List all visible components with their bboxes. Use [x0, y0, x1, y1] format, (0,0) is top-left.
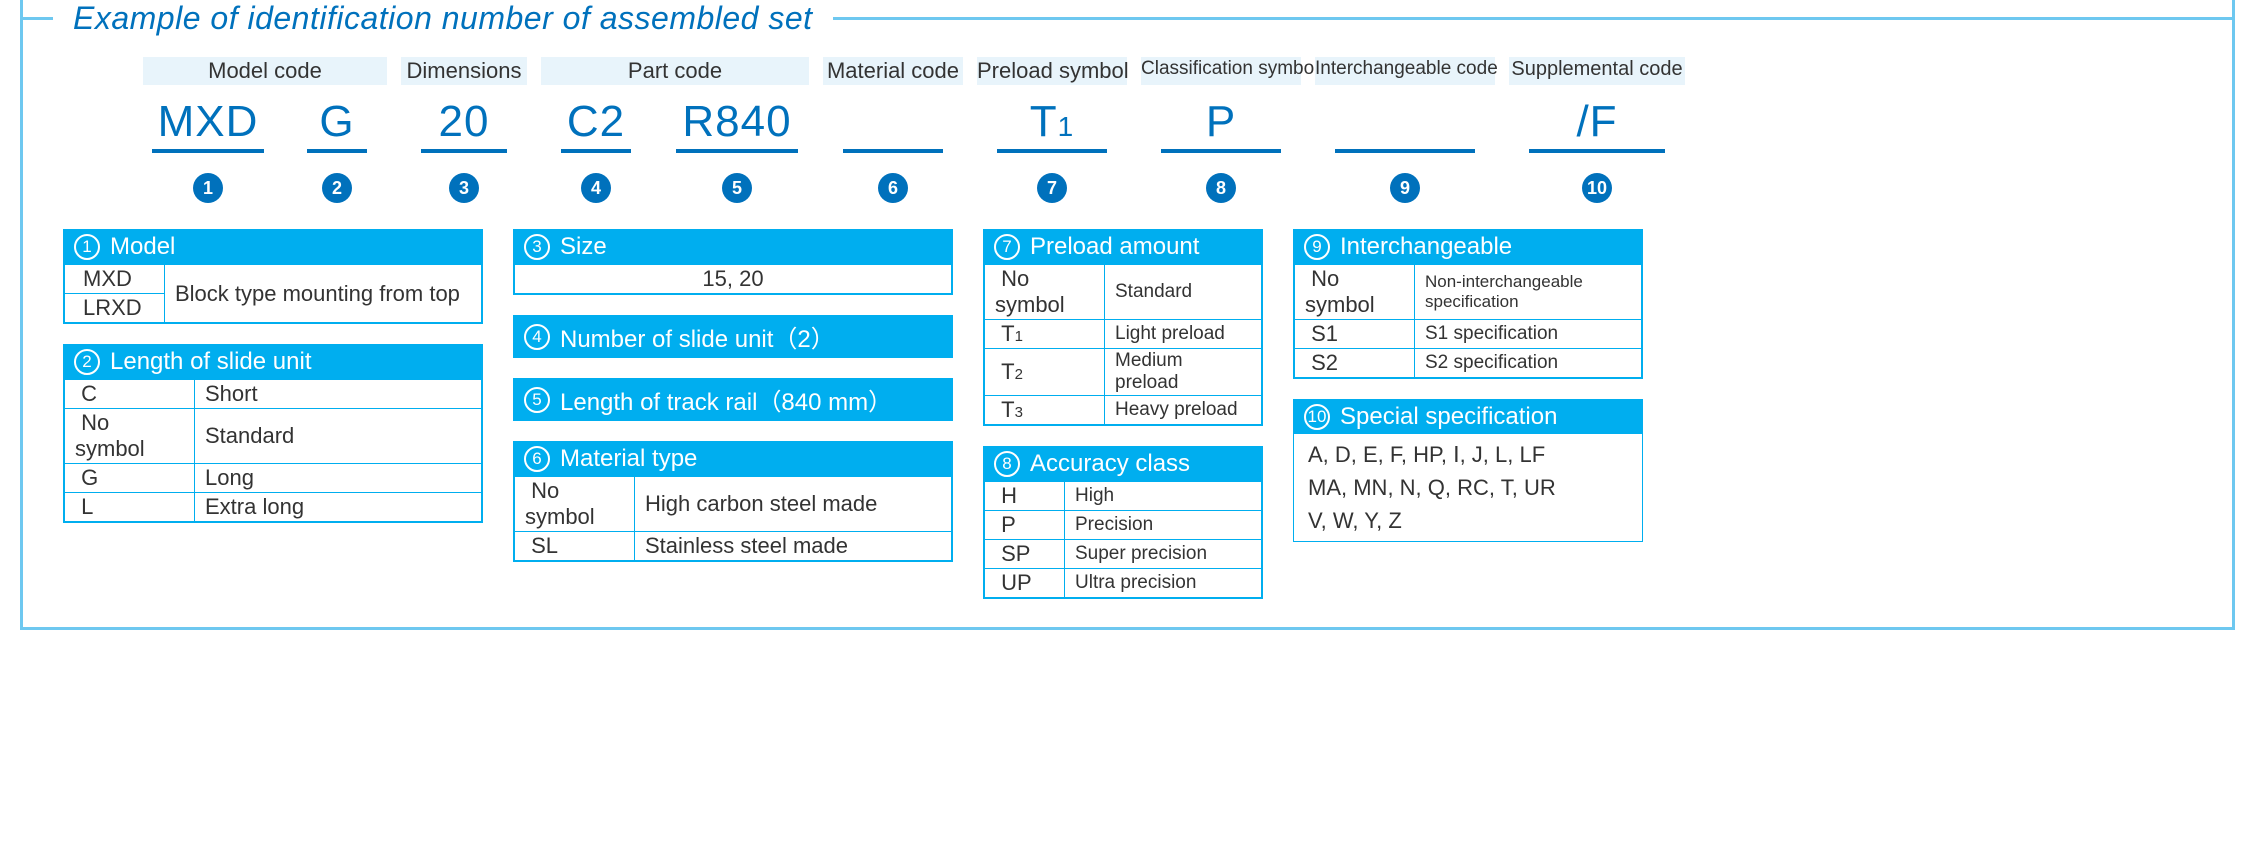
header-label: Part code: [541, 57, 809, 85]
circled-number-icon: 8: [994, 451, 1020, 477]
badge-icon: 6: [878, 173, 908, 203]
header-label: Supplemental code: [1509, 57, 1685, 85]
code-part-6: 6: [823, 97, 963, 203]
legend-box-4: 4 Number of slide unit（2）: [513, 315, 953, 358]
box-title: Material type: [560, 445, 697, 473]
legend-box-10: 10Special specificationA, D, E, F, HP, Ⅰ…: [1293, 399, 1643, 542]
legend-box-3: 3Size15, 20: [513, 229, 953, 295]
badge-icon: 8: [1206, 173, 1236, 203]
box-title: Special specification: [1340, 403, 1557, 431]
circled-number-icon: 1: [74, 234, 100, 260]
box-title: Size: [560, 233, 607, 261]
badge-icon: 10: [1582, 173, 1612, 203]
box-title: Preload amount: [1030, 233, 1199, 261]
box-title: Length of slide unit: [110, 348, 311, 376]
legend-grid: 1ModelMXDBlock type mounting from topLRX…: [63, 229, 2192, 599]
circled-number-icon: 6: [524, 446, 550, 472]
title-row: Example of identification number of asse…: [23, 0, 2232, 37]
box-title: Accuracy class: [1030, 450, 1190, 478]
code-row: MXD1G2203C24R8405 6 T17P8 9/F10: [143, 97, 2192, 203]
legend-box-7: 7Preload amount No symbolStandard T1Ligh…: [983, 229, 1263, 426]
circled-number-icon: 2: [74, 349, 100, 375]
diagram-frame: Example of identification number of asse…: [20, 0, 2235, 630]
code-part-5: R8405: [665, 97, 809, 203]
code-part-1: MXD1: [143, 97, 273, 203]
badge-icon: 9: [1390, 173, 1420, 203]
legend-box-2: 2Length of slide unit CShort No symbolSt…: [63, 344, 483, 523]
legend-box-1: 1ModelMXDBlock type mounting from topLRX…: [63, 229, 483, 324]
code-part-10: /F10: [1509, 97, 1685, 203]
code-part-9: 9: [1315, 97, 1495, 203]
badge-icon: 2: [322, 173, 352, 203]
header-label: Model code: [143, 57, 387, 85]
circled-number-icon: 7: [994, 234, 1020, 260]
header-label: Interchangeable code: [1315, 57, 1495, 85]
header-labels: Model code Dimensions Part code Material co…: [143, 57, 2192, 85]
code-part-8: P8: [1141, 97, 1301, 203]
page-title: Example of identification number of asse…: [53, 0, 833, 37]
header-label: Material code: [823, 57, 963, 85]
legend-box-6: 6Material type No symbolHigh carbon stee…: [513, 441, 953, 562]
code-part-3: 203: [401, 97, 527, 203]
legend-box-9: 9Interchangeable No symbolNon-interchang…: [1293, 229, 1643, 379]
header-label: Classification symbol: [1141, 57, 1301, 85]
badge-icon: 7: [1037, 173, 1067, 203]
circled-number-icon: 10: [1304, 404, 1330, 430]
header-label: Dimensions: [401, 57, 527, 85]
circled-number-icon: 5: [524, 387, 550, 413]
header-label: Preload symbol: [977, 57, 1127, 85]
box-title: Interchangeable: [1340, 233, 1512, 261]
code-part-2: G2: [287, 97, 387, 203]
badge-icon: 5: [722, 173, 752, 203]
badge-icon: 3: [449, 173, 479, 203]
circled-number-icon: 9: [1304, 234, 1330, 260]
badge-icon: 1: [193, 173, 223, 203]
code-part-7: T17: [977, 97, 1127, 203]
legend-box-5: 5 Length of track rail（840 mm）: [513, 378, 953, 421]
circled-number-icon: 3: [524, 234, 550, 260]
box-title: Length of track rail（840 mm）: [560, 382, 892, 417]
box-title: Model: [110, 233, 175, 261]
legend-box-8: 8Accuracy class HHigh PPrecision SPSuper…: [983, 446, 1263, 599]
circled-number-icon: 4: [524, 324, 550, 350]
box-title: Number of slide unit（2）: [560, 319, 835, 354]
badge-icon: 4: [581, 173, 611, 203]
code-part-4: C24: [541, 97, 651, 203]
